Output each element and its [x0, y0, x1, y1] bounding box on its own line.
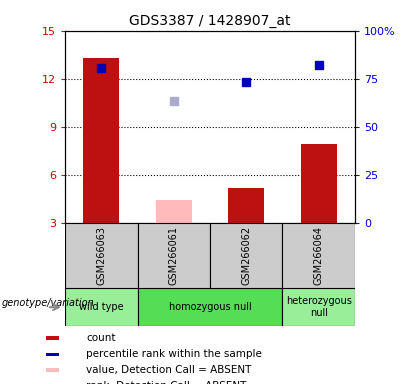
Bar	[228, 187, 264, 223]
Bar	[65, 288, 138, 326]
Text: GSM266061: GSM266061	[169, 226, 179, 285]
Bar	[210, 223, 282, 288]
Bar	[282, 288, 355, 326]
Bar	[301, 144, 337, 223]
Bar	[282, 223, 355, 288]
Text: rank, Detection Call = ABSENT: rank, Detection Call = ABSENT	[87, 381, 247, 384]
Bar	[65, 223, 138, 288]
Bar	[83, 58, 119, 223]
Text: GSM266063: GSM266063	[96, 226, 106, 285]
Bar	[46, 336, 59, 340]
Text: GSM266064: GSM266064	[314, 226, 324, 285]
Bar	[156, 200, 192, 223]
Text: value, Detection Call = ABSENT: value, Detection Call = ABSENT	[87, 365, 252, 375]
Text: percentile rank within the sample: percentile rank within the sample	[87, 349, 262, 359]
Text: GSM266062: GSM266062	[241, 226, 251, 285]
Bar	[138, 223, 210, 288]
Title: GDS3387 / 1428907_at: GDS3387 / 1428907_at	[129, 14, 291, 28]
Text: wild type: wild type	[79, 302, 123, 312]
Text: heterozygous
null: heterozygous null	[286, 296, 352, 318]
Bar	[138, 288, 282, 326]
Bar	[46, 353, 59, 356]
Text: count: count	[87, 333, 116, 343]
Text: homozygous null: homozygous null	[168, 302, 252, 312]
Text: genotype/variation: genotype/variation	[1, 298, 94, 308]
Bar	[46, 368, 59, 372]
